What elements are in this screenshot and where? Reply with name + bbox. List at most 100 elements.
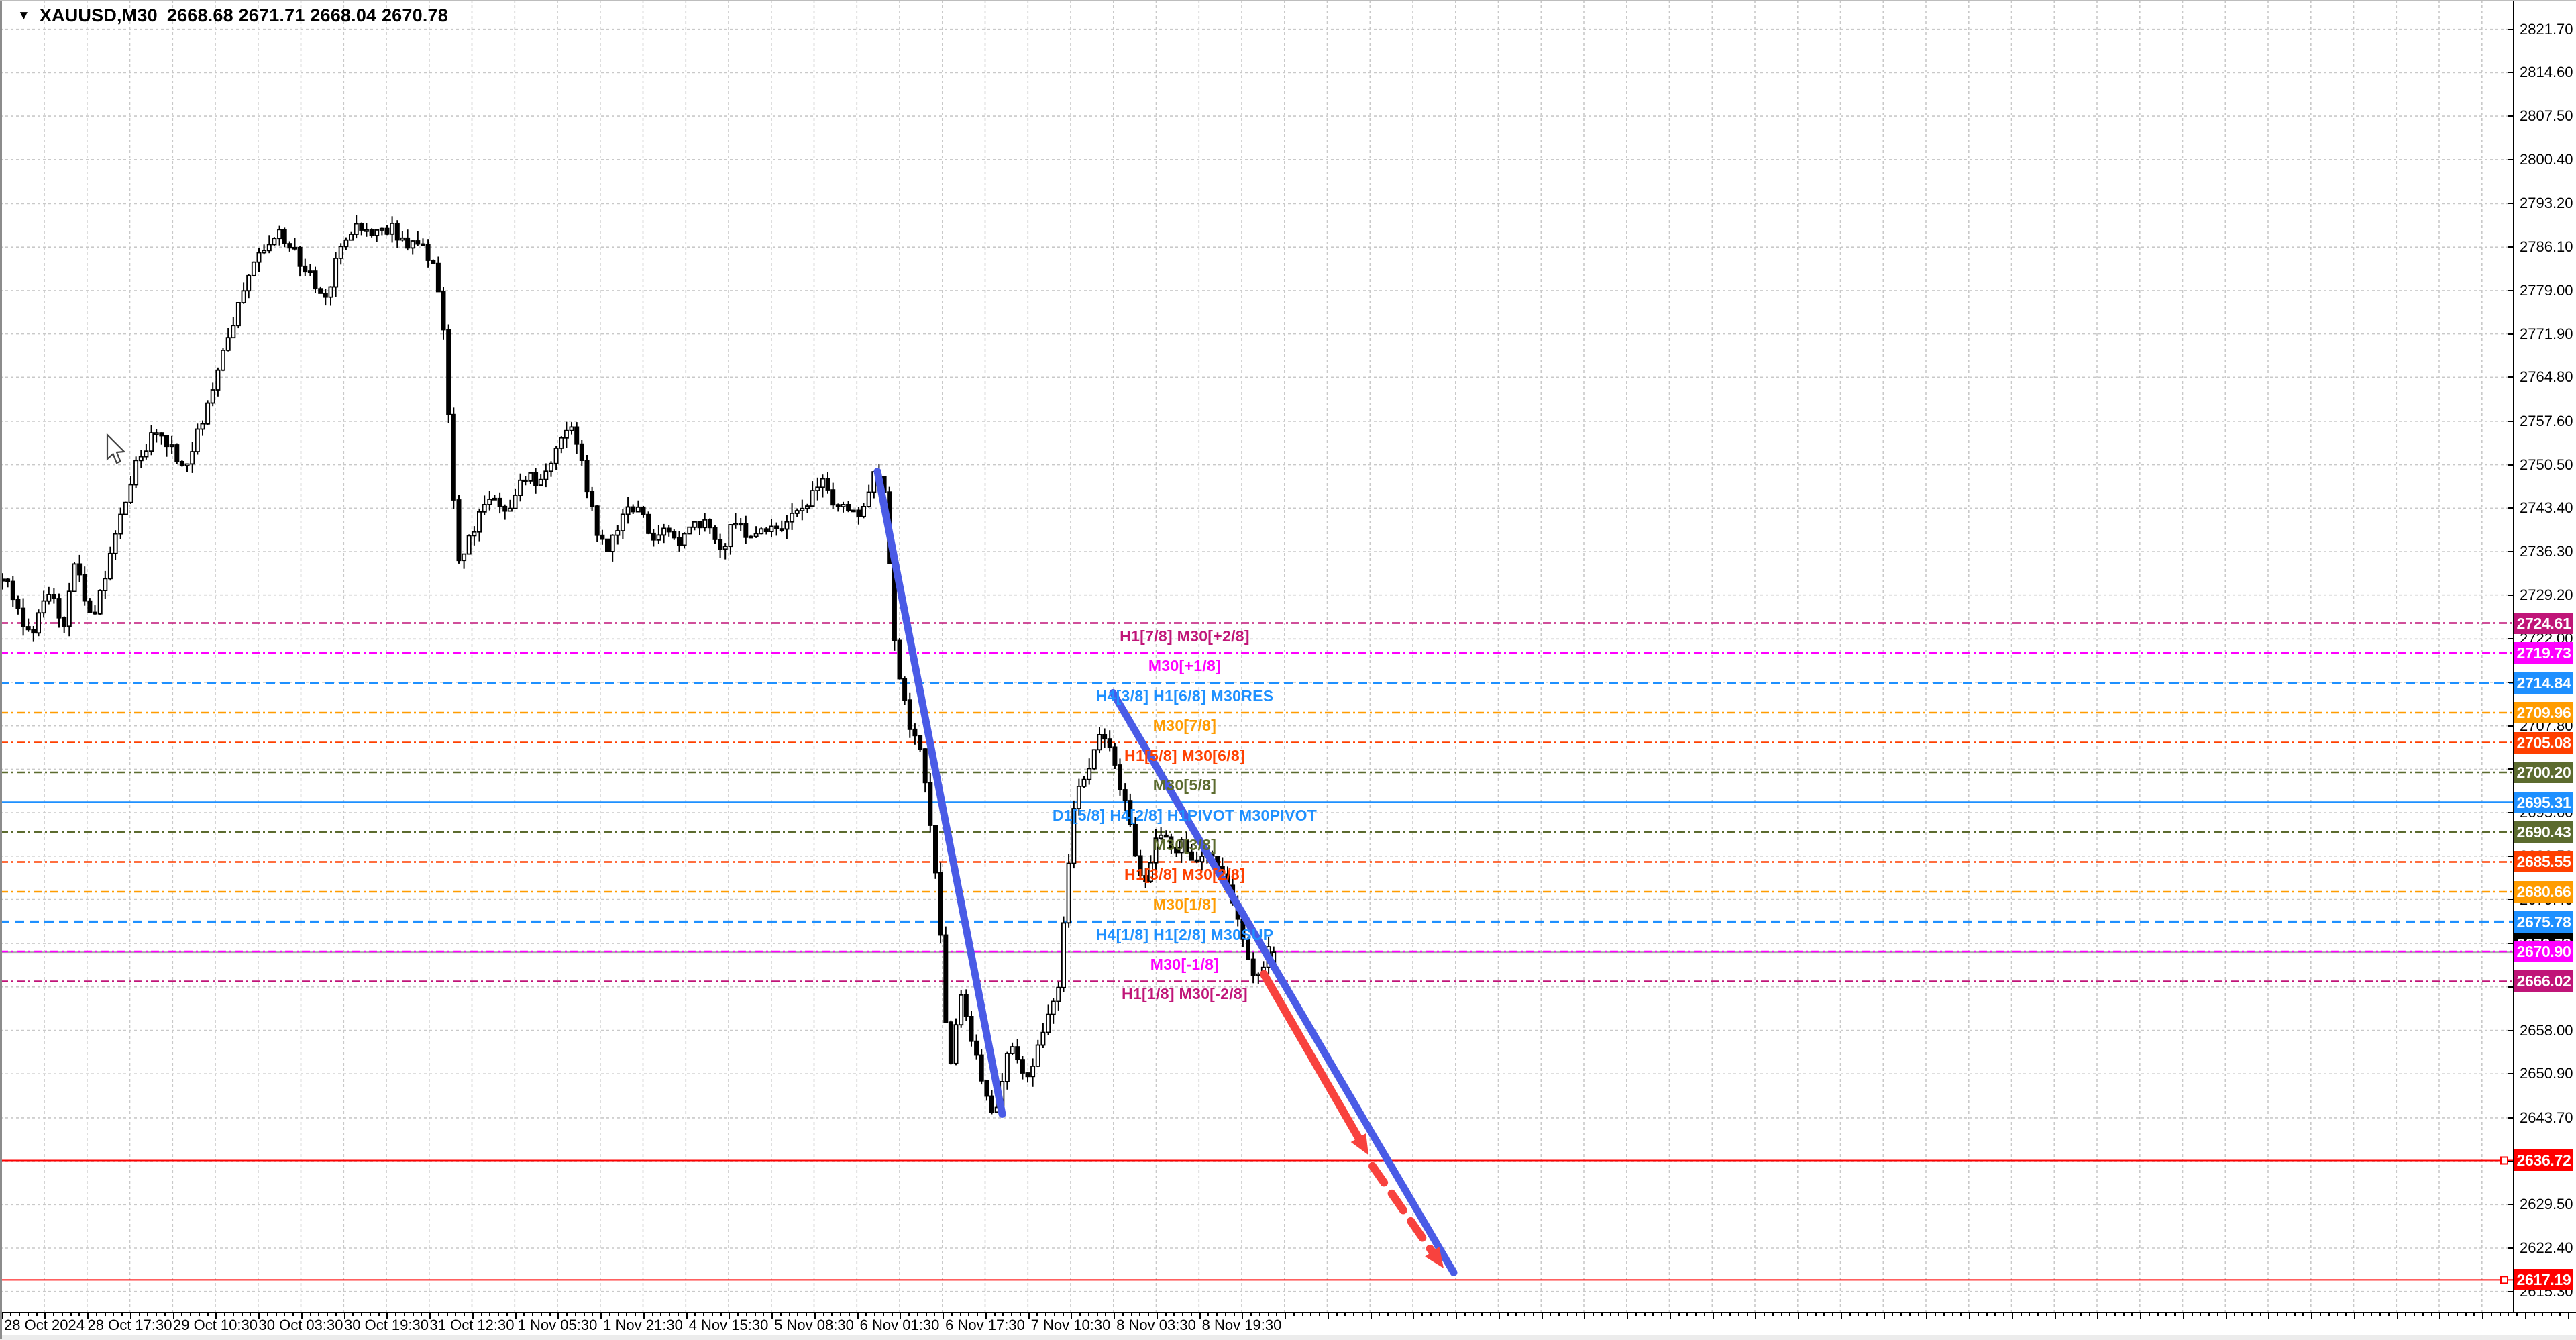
time-tick-mark (2337, 1313, 2339, 1316)
arrow-shaft[interactable] (1368, 1162, 1436, 1256)
time-tick-mark (412, 1313, 414, 1316)
time-tick-mark (301, 1313, 303, 1319)
time-tick-mark (1524, 1313, 1525, 1316)
candle-body (328, 286, 333, 298)
trend-line[interactable] (873, 468, 1006, 1118)
time-tick-mark (729, 1313, 731, 1319)
time-tick-mark (1028, 1313, 1030, 1319)
time-tick-mark (207, 1313, 209, 1316)
candle-body (513, 495, 518, 509)
time-tick-label: 6 Nov 17:30 (945, 1317, 1025, 1333)
time-tick-mark (635, 1313, 636, 1316)
candle-body (1010, 1046, 1015, 1054)
time-tick-mark (2011, 1313, 2013, 1319)
time-tick-label: 1 Nov 21:30 (603, 1317, 683, 1333)
candle-body (1046, 1013, 1051, 1033)
time-tick-mark (557, 1313, 559, 1319)
time-tick-mark (1815, 1313, 1817, 1316)
candle-body (1256, 973, 1261, 976)
collapse-triangle-icon[interactable]: ▼ (17, 9, 30, 23)
candle-body (677, 537, 682, 546)
time-tick-mark (2174, 1313, 2176, 1316)
candle-body (128, 484, 133, 503)
target-line-handle[interactable] (2500, 1276, 2508, 1284)
chart-plot-area[interactable]: ▼ XAUUSD,M30 2668.68 2671.71 2668.04 267… (0, 0, 2514, 1312)
price-axis[interactable]: 2821.70 2814.60 2807.50 2800.40 2793.20 2786.… (2508, 0, 2576, 1312)
price-tick-label: 2736.30 (2520, 542, 2573, 560)
time-tick-mark (2405, 1313, 2407, 1316)
candle-body (1091, 749, 1097, 770)
time-tick-mark (198, 1313, 200, 1316)
time-tick-mark (549, 1313, 551, 1316)
time-tick-mark (1926, 1313, 1928, 1319)
candle-body (415, 240, 421, 245)
time-tick-mark (498, 1313, 499, 1316)
time-axis[interactable]: 28 Oct 2024 28 Oct 17:30 29 Oct 10:30 30 Oc… (0, 1312, 2576, 1335)
time-tick-mark (1575, 1313, 1577, 1316)
time-tick-mark (2131, 1313, 2133, 1316)
price-tick-label: 2643.70 (2520, 1109, 2573, 1126)
time-tick-mark (2294, 1313, 2296, 1316)
arrow-head[interactable] (1425, 1247, 1444, 1268)
time-tick-mark (1045, 1313, 1046, 1316)
candle-body (149, 432, 154, 452)
candle-body (718, 539, 723, 550)
candle-body (866, 491, 871, 507)
time-tick-mark (1481, 1313, 1483, 1316)
murrey-price-label: 2670.90 (2514, 940, 2573, 962)
arrow-shaft[interactable] (1260, 970, 1362, 1142)
time-tick-mark (1148, 1313, 1149, 1316)
time-tick-mark (2268, 1313, 2270, 1319)
candle-body (1143, 875, 1148, 882)
candle-body (195, 428, 200, 452)
candle-body (1071, 808, 1077, 864)
candle-body (323, 292, 328, 298)
candle-body (1081, 778, 1087, 787)
time-tick-mark (763, 1313, 765, 1316)
arrow-head[interactable] (1350, 1133, 1368, 1155)
candle-body (277, 229, 282, 240)
target-line-handle[interactable] (2500, 1156, 2508, 1165)
candle-body (256, 252, 262, 263)
time-tick-mark (1550, 1313, 1552, 1316)
price-tick-mark (2508, 725, 2514, 727)
time-tick-mark (1319, 1313, 1320, 1316)
target-price-label: 2636.72 (2514, 1149, 2573, 1172)
candle-body (743, 523, 749, 538)
time-tick-mark (309, 1313, 311, 1316)
murrey-level-label: H1[1/8] M30[-2/8] (1122, 985, 1248, 1003)
time-tick-mark (608, 1313, 610, 1316)
time-tick-mark (10, 1313, 12, 1316)
time-tick-mark (121, 1313, 123, 1316)
candle-body (303, 265, 308, 273)
target-price-label: 2617.19 (2514, 1269, 2573, 1291)
time-tick-mark (677, 1313, 679, 1316)
time-tick-mark (1130, 1313, 1132, 1316)
candle-body (456, 499, 462, 562)
time-tick-mark (1079, 1313, 1081, 1316)
murrey-price-label: 2675.78 (2514, 911, 2573, 933)
candle-body (1112, 746, 1118, 766)
price-tick-mark (2508, 768, 2514, 770)
candle-body (641, 506, 646, 515)
time-tick-mark (977, 1313, 978, 1316)
price-tick-mark (2508, 289, 2514, 291)
time-tick-mark (1370, 1313, 1372, 1319)
candle-body (1163, 834, 1169, 838)
candle-body (759, 528, 764, 535)
time-tick-mark (1678, 1313, 1680, 1316)
time-tick-mark (2490, 1313, 2492, 1316)
time-tick-mark (1772, 1313, 1774, 1316)
trend-line[interactable] (1109, 689, 1458, 1276)
candle-body (610, 534, 615, 552)
time-tick-mark (754, 1313, 756, 1316)
time-tick-mark (1327, 1313, 1329, 1319)
time-tick-mark (1695, 1313, 1697, 1316)
candle-body (287, 243, 292, 249)
time-tick-mark (1208, 1313, 1210, 1316)
price-tick-label: 2629.50 (2520, 1196, 2573, 1213)
time-tick-mark (378, 1313, 380, 1316)
window-top-edge (0, 0, 2576, 1)
candle-body (666, 527, 672, 533)
time-tick-mark (327, 1313, 328, 1316)
